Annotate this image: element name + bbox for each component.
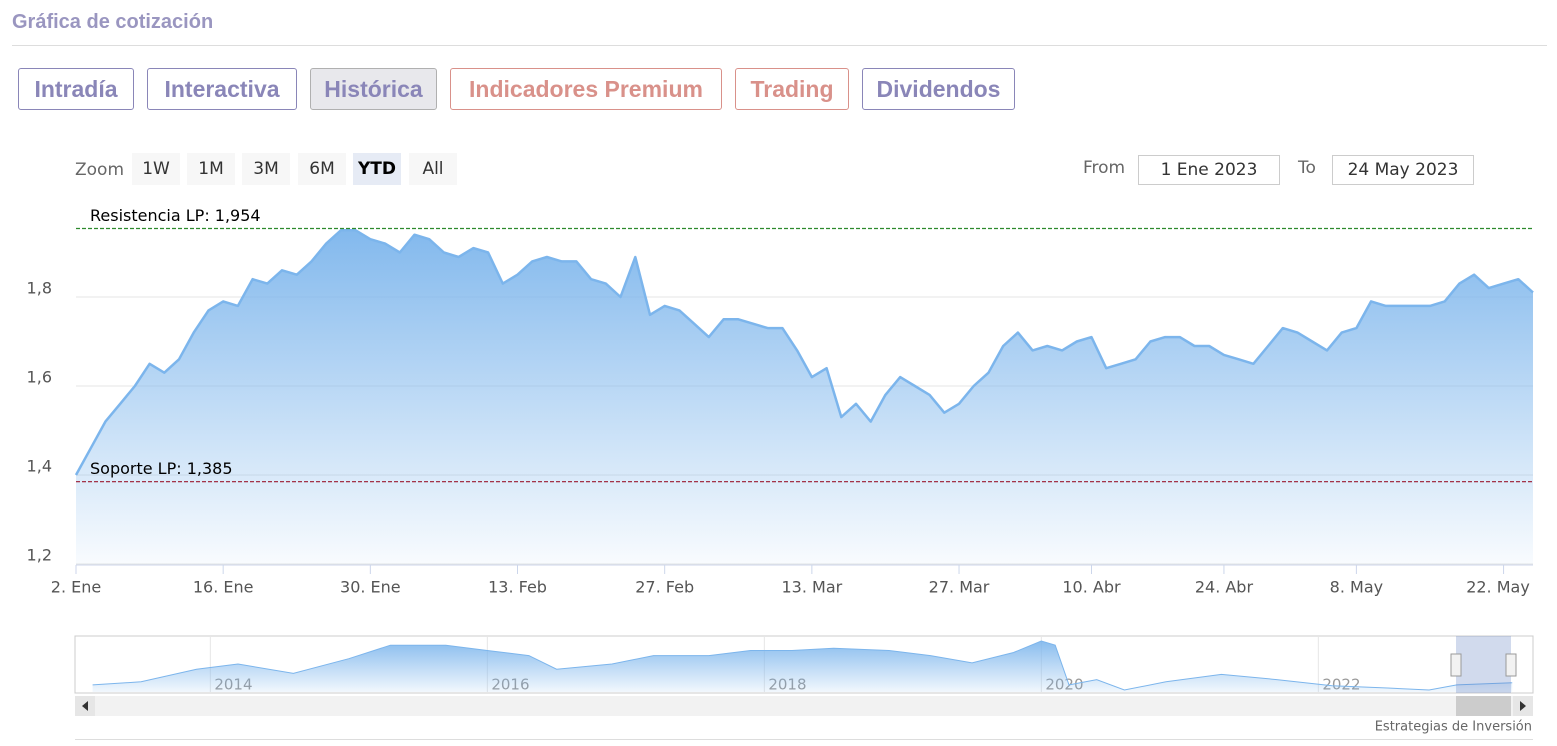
navigator-selection[interactable] (1456, 636, 1511, 693)
x-tick-label: 13. Feb (488, 578, 547, 597)
scrollbar-thumb[interactable] (1456, 696, 1511, 716)
plot-line-label: Resistencia LP: 1,954 (90, 206, 261, 225)
tab[interactable]: Trading (735, 68, 849, 110)
x-tick-label: 24. Abr (1195, 578, 1254, 597)
x-tick-label: 16. Ene (193, 578, 254, 597)
x-tick-label: 13. Mar (781, 578, 842, 597)
navigator-line (92, 640, 1513, 691)
plot-line-label: Soporte LP: 1,385 (90, 459, 233, 478)
x-tick-label: 10. Abr (1062, 578, 1121, 597)
from-label: From (1083, 158, 1126, 178)
y-tick-label: 1,4 (27, 457, 52, 476)
navigator-handle[interactable] (1450, 653, 1462, 677)
area-fill (76, 230, 1533, 565)
x-tick-label: 30. Ene (340, 578, 401, 597)
scrollbar-track[interactable] (75, 696, 1533, 716)
zoom-button[interactable]: 1M (187, 153, 235, 185)
navigator-frame (74, 635, 1534, 694)
area-line (74, 229, 1534, 476)
x-tick-label: 27. Feb (635, 578, 694, 597)
navigator: 20142016201820202022 (92, 636, 1513, 694)
to-input[interactable]: 24 May 2023 (1332, 155, 1474, 185)
divider (75, 739, 1533, 740)
y-tick-label: 1,2 (27, 546, 52, 565)
tab[interactable]: Histórica (310, 68, 437, 110)
y-tick-label: 1,8 (27, 279, 52, 298)
zoom-button[interactable]: YTD (353, 153, 401, 185)
x-tick-label: 2. Ene (51, 578, 101, 597)
x-tick-label: 27. Mar (929, 578, 990, 597)
tab[interactable]: Interactiva (147, 68, 297, 110)
zoom-label: Zoom (75, 160, 125, 180)
divider (12, 45, 1547, 46)
zoom-button[interactable]: 1W (132, 153, 180, 185)
zoom-button[interactable]: 6M (298, 153, 346, 185)
page-title: Gráfica de cotización (12, 11, 214, 33)
zoom-button[interactable]: All (409, 153, 457, 185)
navigator-handle[interactable] (1505, 653, 1517, 677)
navigator-area (92, 641, 1513, 692)
from-input[interactable]: 1 Ene 2023 (1138, 155, 1280, 185)
x-tick-label: 8. May (1330, 578, 1383, 597)
to-label: To (1298, 158, 1316, 178)
credit[interactable]: Estrategias de Inversión (1375, 720, 1532, 735)
plot-area: 1,2 1,4 1,6 1,8 2. Ene 16. Ene 30. Ene 13. Feb 2… (27, 206, 1534, 597)
zoom-button[interactable]: 3M (242, 153, 290, 185)
x-tick-label: 22. May (1466, 578, 1530, 597)
tab[interactable]: Dividendos (862, 68, 1015, 110)
y-tick-label: 1,6 (27, 368, 52, 387)
tab[interactable]: Intradía (18, 68, 134, 110)
tab[interactable]: Indicadores Premium (450, 68, 722, 110)
arrow-icon (82, 701, 88, 711)
arrow-icon (1520, 701, 1526, 711)
